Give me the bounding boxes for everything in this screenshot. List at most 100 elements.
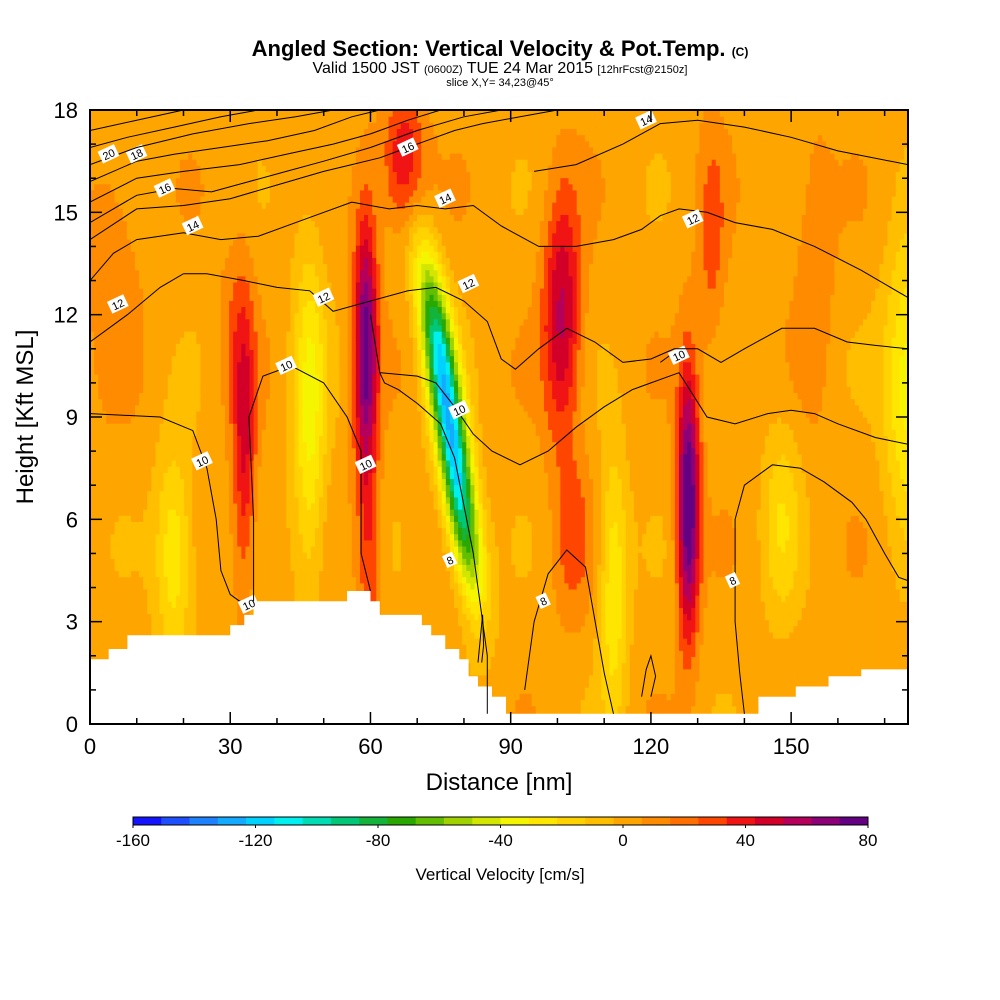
- velocity-cell: [115, 392, 120, 399]
- velocity-cell: [155, 392, 160, 399]
- velocity-cell: [131, 571, 136, 578]
- velocity-cell: [172, 282, 177, 289]
- velocity-cell: [143, 257, 148, 264]
- velocity-cell: [123, 552, 128, 559]
- velocity-cell: [115, 448, 120, 455]
- velocity-cell: [115, 380, 120, 387]
- velocity-cell: [98, 116, 103, 123]
- velocity-cell: [143, 521, 148, 528]
- velocity-cell: [102, 392, 107, 399]
- velocity-cell: [131, 276, 136, 283]
- velocity-cell: [147, 110, 152, 117]
- velocity-cell: [180, 399, 185, 406]
- velocity-cell: [168, 368, 173, 375]
- velocity-cell: [110, 343, 115, 350]
- velocity-cell: [102, 337, 107, 344]
- velocity-cell: [155, 153, 160, 160]
- velocity-cell: [115, 595, 120, 602]
- velocity-cell: [131, 546, 136, 553]
- velocity-cell: [168, 478, 173, 485]
- velocity-cell: [172, 141, 177, 148]
- velocity-cell: [94, 165, 99, 172]
- velocity-cell: [176, 558, 181, 565]
- velocity-cell: [131, 503, 136, 510]
- velocity-cell: [147, 589, 152, 596]
- velocity-cell: [127, 534, 132, 541]
- velocity-cell: [168, 601, 173, 608]
- velocity-cell: [155, 571, 160, 578]
- velocity-cell: [123, 515, 128, 522]
- velocity-cell: [188, 613, 193, 620]
- velocity-cell: [168, 362, 173, 369]
- velocity-cell: [192, 589, 197, 596]
- velocity-cell: [164, 276, 169, 283]
- velocity-cell: [131, 485, 136, 492]
- velocity-cell: [172, 270, 177, 277]
- velocity-cell: [164, 429, 169, 436]
- velocity-cell: [151, 147, 156, 154]
- velocity-cell: [180, 485, 185, 492]
- velocity-cell: [164, 448, 169, 455]
- velocity-cell: [151, 564, 156, 571]
- velocity-cell: [155, 601, 160, 608]
- velocity-cell: [110, 399, 115, 406]
- velocity-cell: [110, 454, 115, 461]
- velocity-cell: [115, 190, 120, 197]
- velocity-cell: [123, 405, 128, 412]
- velocity-cell: [151, 595, 156, 602]
- velocity-cell: [176, 227, 181, 234]
- velocity-cell: [131, 227, 136, 234]
- velocity-cell: [135, 233, 140, 240]
- velocity-cell: [176, 313, 181, 320]
- velocity-cell: [131, 319, 136, 326]
- velocity-cell: [172, 306, 177, 313]
- velocity-cell: [127, 276, 132, 283]
- velocity-cell: [143, 534, 148, 541]
- velocity-cell: [172, 337, 177, 344]
- velocity-cell: [180, 294, 185, 301]
- velocity-cell: [98, 405, 103, 412]
- velocity-cell: [147, 325, 152, 332]
- velocity-cell: [98, 528, 103, 535]
- velocity-cell: [151, 558, 156, 565]
- velocity-cell: [131, 534, 136, 541]
- velocity-cell: [102, 613, 107, 620]
- velocity-cell: [176, 472, 181, 479]
- velocity-cell: [188, 264, 193, 271]
- velocity-cell: [184, 368, 189, 375]
- velocity-cell: [98, 128, 103, 135]
- velocity-cell: [147, 362, 152, 369]
- velocity-cell: [160, 546, 165, 553]
- velocity-cell: [139, 528, 144, 535]
- velocity-cell: [172, 485, 177, 492]
- velocity-cell: [168, 534, 173, 541]
- velocity-cell: [172, 528, 177, 535]
- velocity-cell: [139, 306, 144, 313]
- velocity-cell: [155, 178, 160, 185]
- velocity-cell: [115, 196, 120, 203]
- velocity-cell: [131, 165, 136, 172]
- velocity-cell: [192, 528, 197, 535]
- velocity-cell: [192, 583, 197, 590]
- velocity-cell: [119, 356, 124, 363]
- velocity-cell: [155, 337, 160, 344]
- velocity-cell: [172, 435, 177, 442]
- velocity-cell: [131, 221, 136, 228]
- velocity-cell: [176, 521, 181, 528]
- velocity-cell: [180, 141, 185, 148]
- velocity-cell: [110, 466, 115, 473]
- velocity-cell: [98, 356, 103, 363]
- velocity-cell: [168, 313, 173, 320]
- velocity-cell: [176, 128, 181, 135]
- velocity-cell: [155, 362, 160, 369]
- velocity-cell: [135, 221, 140, 228]
- velocity-cell: [176, 595, 181, 602]
- velocity-cell: [123, 521, 128, 528]
- velocity-cell: [188, 159, 193, 166]
- velocity-cell: [164, 558, 169, 565]
- velocity-cell: [160, 135, 165, 142]
- velocity-cell: [106, 601, 111, 608]
- velocity-cell: [151, 571, 156, 578]
- velocity-cell: [180, 362, 185, 369]
- velocity-cell: [98, 546, 103, 553]
